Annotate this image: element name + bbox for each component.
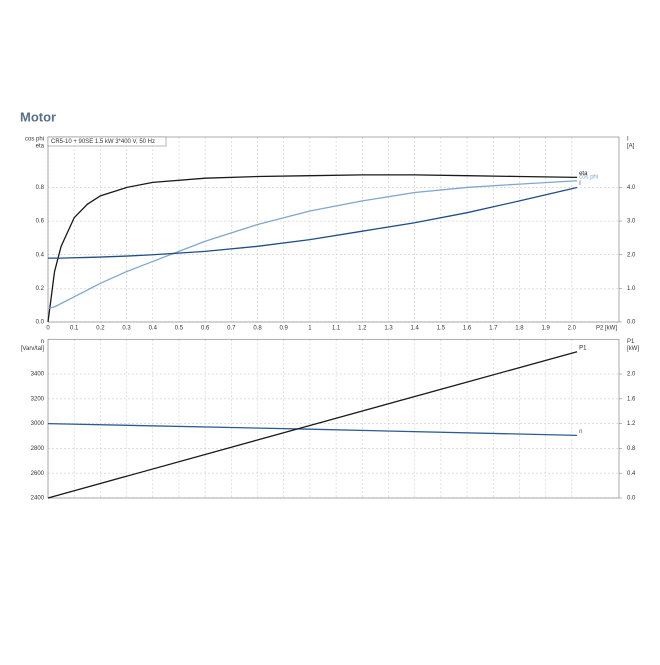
y2-tick-label: 0.4 (627, 471, 636, 477)
y2-tick-label: 4.0 (627, 185, 636, 191)
x-tick-label: 1.7 (489, 326, 498, 332)
series-label: P1 (579, 345, 587, 351)
y-tick-label: 3400 (31, 372, 45, 378)
subtitle-box (47, 136, 167, 147)
x-tick-label: 1.9 (541, 326, 550, 332)
y-tick-label: 0.6 (36, 219, 45, 225)
x-tick-label: 0.3 (122, 326, 131, 332)
y-tick-label: 0.4 (36, 252, 45, 258)
y-axis-label: cos phi (25, 137, 44, 143)
x-tick-label: 0.5 (175, 326, 184, 332)
page-title: Motor (20, 109, 56, 124)
y-tick-label: 2800 (31, 446, 45, 452)
x-tick-label: 1.3 (384, 326, 393, 332)
y2-tick-label: 0.8 (627, 446, 636, 452)
x-tick-label: 0.4 (149, 326, 158, 332)
x-tick-label: 1.1 (332, 326, 341, 332)
y2-tick-label: 2.0 (627, 252, 636, 258)
chart-subtitle: CR5-10 + 90SE 1.5 kW 3*400 V, 50 Hz (51, 139, 155, 145)
series-label: cos phi (579, 174, 598, 180)
x-tick-label: 0.8 (253, 326, 262, 332)
y2-tick-label: 1.6 (627, 396, 636, 402)
series-label: eta (579, 171, 588, 177)
x-tick-label: 0.1 (70, 326, 79, 332)
y-tick-label: 0.8 (36, 185, 45, 191)
y2-axis-label: I (627, 137, 629, 143)
y-tick-label: 2400 (31, 496, 45, 502)
y2-tick-label: 2.0 (627, 372, 636, 378)
x-tick-label: 1.5 (437, 326, 446, 332)
series-line (47, 174, 578, 323)
y2-axis-label: P1 (627, 339, 635, 345)
y2-axis-label: [kW] (627, 346, 639, 352)
y2-tick-label: 0.0 (627, 496, 636, 502)
series-line (47, 180, 578, 310)
series-line (47, 422, 578, 437)
series-label: n (579, 429, 582, 435)
series-line (47, 351, 578, 499)
y-tick-label: 0.0 (36, 320, 45, 326)
x-tick-label: 0 (46, 326, 50, 332)
x-tick-label: 1 (308, 326, 312, 332)
x-tick-label: 1.8 (515, 326, 524, 332)
y-tick-label: 3200 (31, 396, 45, 402)
x-tick-label: 0.2 (96, 326, 105, 332)
y2-tick-label: 3.0 (627, 219, 636, 225)
y-axis-label: eta (36, 144, 45, 150)
x-tick-label: 2.0 (568, 326, 577, 332)
y-axis-label: [Varv/tal] (21, 346, 45, 352)
plot-frame (47, 338, 620, 499)
y-tick-label: 0.2 (36, 286, 45, 292)
y-tick-label: 3000 (31, 421, 45, 427)
x-tick-label: 1.4 (411, 326, 420, 332)
y2-tick-label: 1.2 (627, 421, 636, 427)
series-line (48, 186, 578, 259)
series-label: I (579, 181, 581, 187)
x-axis-label: P2 [kW] (596, 326, 617, 332)
y-axis-label: n (41, 339, 44, 345)
y2-tick-label: 1.0 (627, 286, 636, 292)
x-tick-label: 1.6 (463, 326, 472, 332)
y2-axis-label: [A] (627, 144, 635, 150)
x-tick-label: 0.7 (227, 326, 236, 332)
x-tick-label: 0.6 (201, 326, 210, 332)
x-tick-label: 0.9 (280, 326, 289, 332)
y2-tick-label: 0.0 (627, 320, 636, 326)
x-tick-label: 1.2 (358, 326, 367, 332)
y-tick-label: 2600 (31, 471, 45, 477)
plot-frame (47, 136, 620, 323)
